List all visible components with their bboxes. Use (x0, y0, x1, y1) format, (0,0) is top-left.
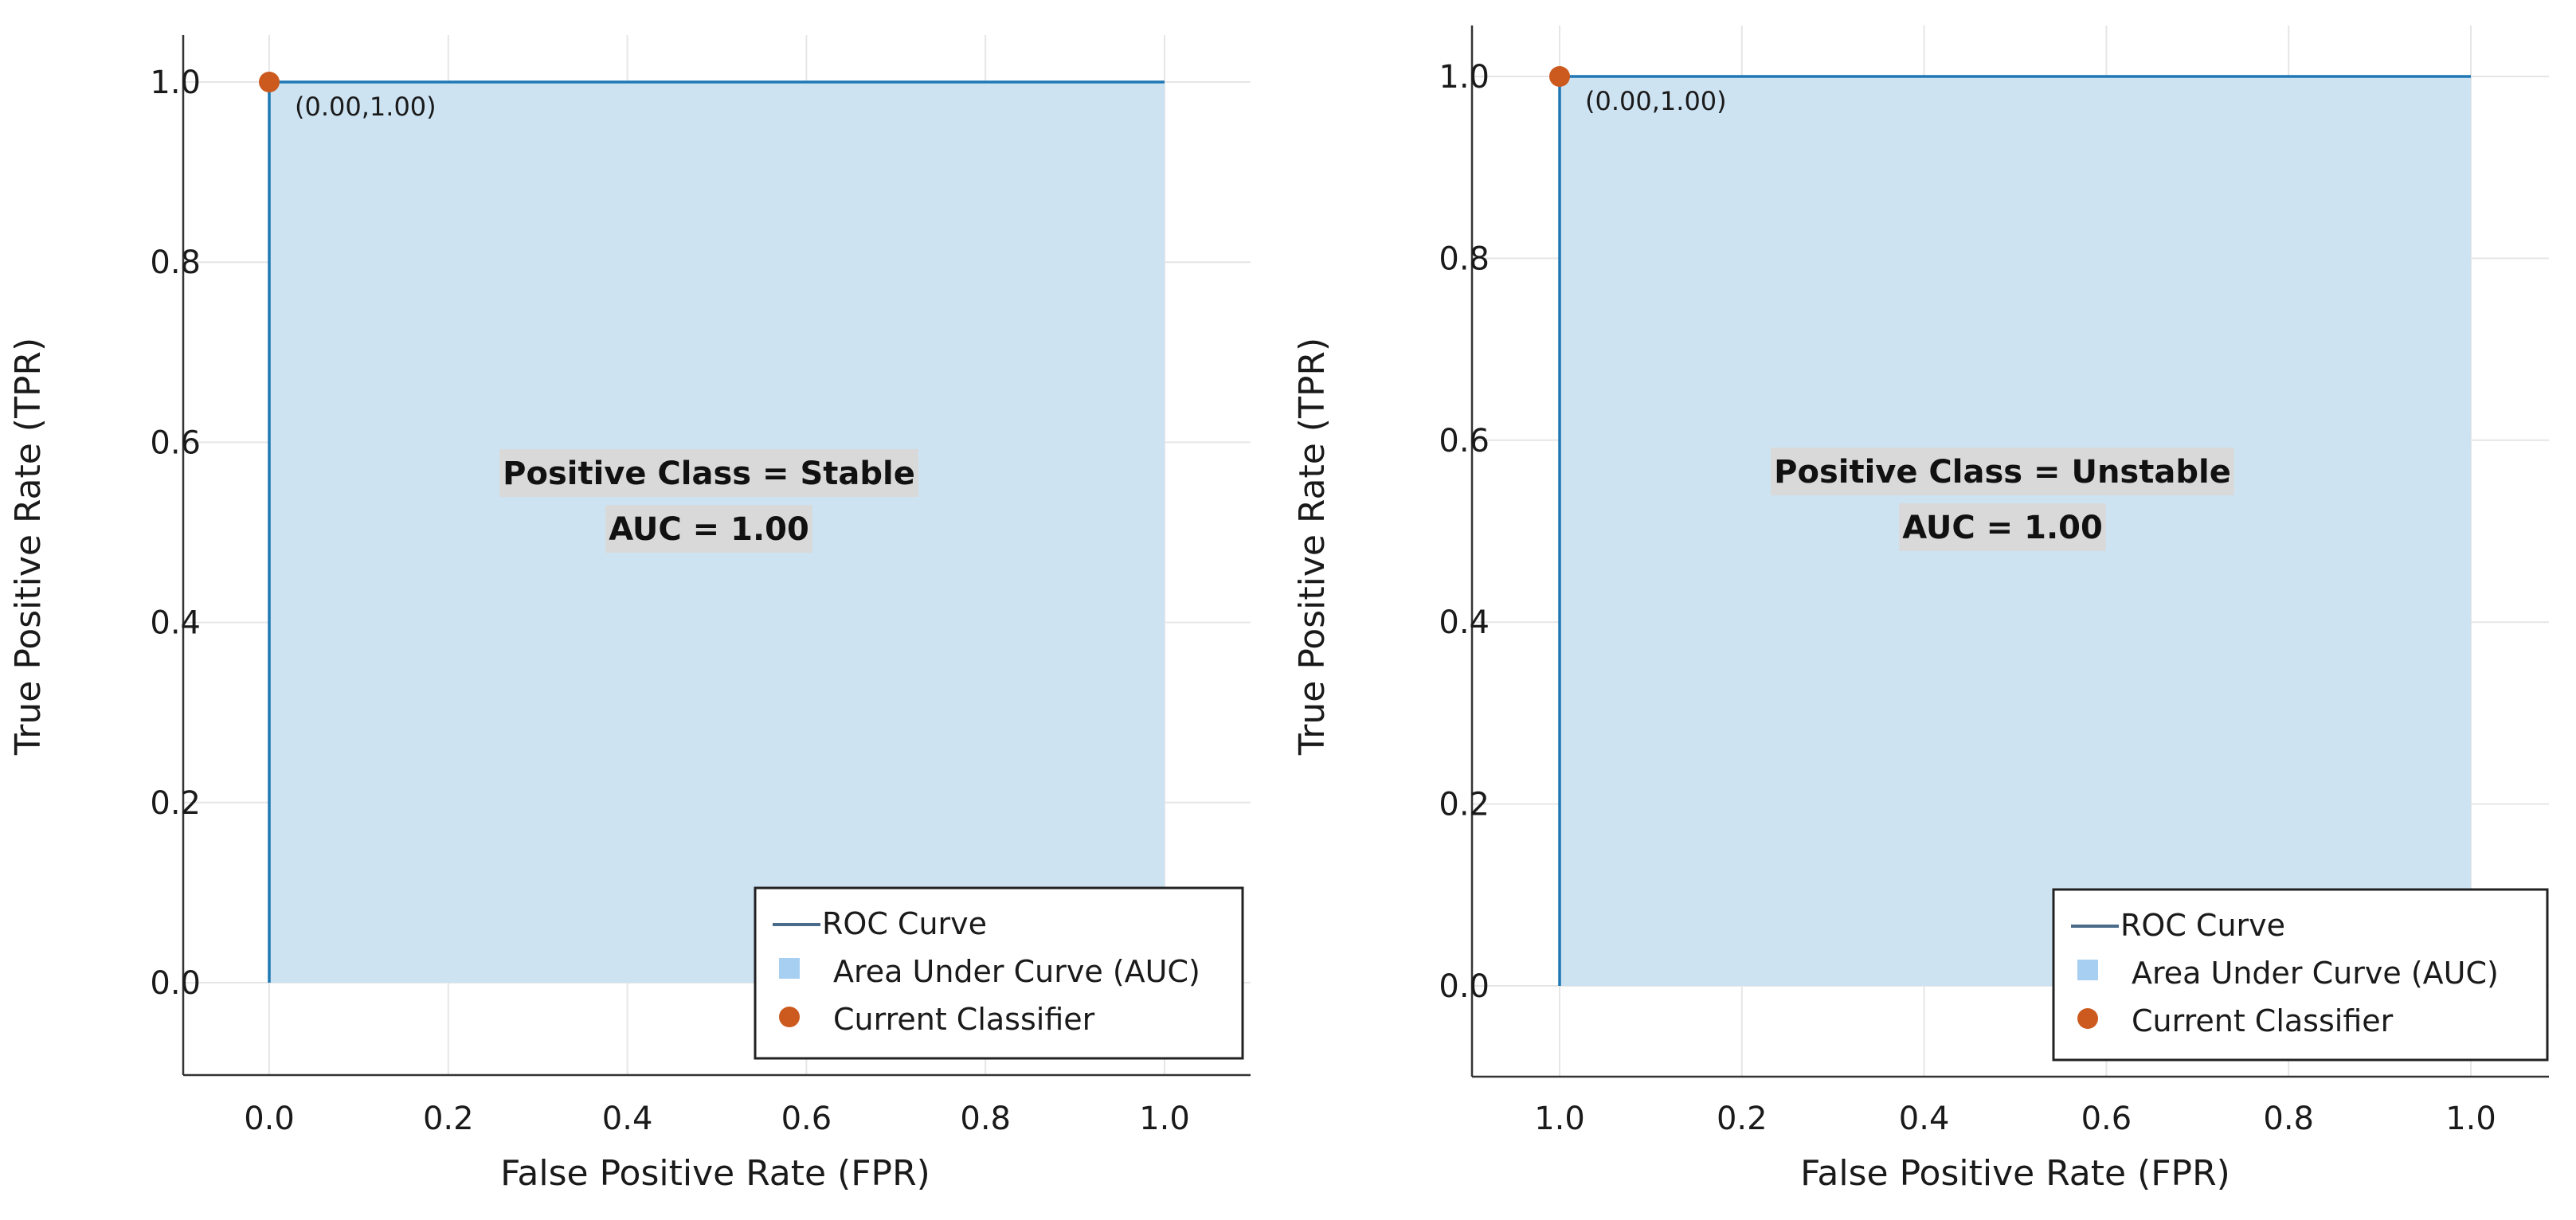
legend-entry: ROC Curve (2120, 908, 2285, 943)
x-tick-label: 0.4 (602, 1101, 653, 1137)
x-tick-label: 0.8 (960, 1101, 1011, 1137)
y-tick-label: 0.2 (1439, 787, 1490, 823)
auc-annotation: AUC = 1.00 (609, 511, 809, 548)
legend-entry: ROC Curve (822, 906, 987, 941)
y-tick-label: 0.8 (1439, 240, 1490, 277)
legend-auc-swatch (2077, 960, 2098, 980)
y-tick-label: 1.0 (150, 65, 201, 101)
legend: ROC Curve Area Under Curve (AUC) Current C… (754, 886, 1244, 1060)
roc-chart-1: (0.00,1.00) 0.0 0.2 0.4 0.6 0.8 1.0 0.0 0.2 0.4 0.… (8, 35, 1251, 1194)
annotation-background (499, 449, 918, 497)
x-tick-label: 0.4 (1899, 1101, 1950, 1137)
x-axis-title: False Positive Rate (FPR) (500, 1153, 930, 1194)
legend-auc-swatch (779, 958, 800, 979)
x-tick-label: 0.8 (2263, 1101, 2314, 1137)
legend-entry: Area Under Curve (AUC) (833, 954, 1200, 989)
y-tick-label: 0.6 (1439, 423, 1490, 459)
x-tick-label: 0.6 (781, 1101, 832, 1137)
y-tick-label: 0.6 (150, 424, 201, 461)
current-classifier-label: (0.00,1.00) (295, 92, 437, 122)
y-tick-label: 0.0 (150, 965, 201, 1002)
legend-entry: Current Classifier (2132, 1003, 2394, 1038)
y-tick-label: 0.2 (150, 785, 201, 822)
legend-box (2052, 888, 2549, 1062)
positive-class-annotation: Positive Class = Stable (503, 456, 915, 492)
current-classifier-point (1549, 66, 1570, 87)
y-tick-label: 0.4 (1439, 604, 1490, 641)
legend-entry: Area Under Curve (AUC) (2132, 956, 2499, 991)
y-axis-title: True Positive Rate (TPR) (1292, 338, 1333, 756)
x-tick-label: 0.2 (423, 1101, 474, 1137)
legend-classifier-swatch (2077, 1008, 2098, 1029)
annotation-background (1771, 448, 2234, 495)
positive-class-annotation: Positive Class = Unstable (1774, 454, 2231, 491)
auc-annotation: AUC = 1.00 (1902, 510, 2103, 546)
legend-classifier-swatch (779, 1007, 800, 1027)
legend: ROC Curve Area Under Curve (AUC) Current C… (2052, 888, 2549, 1062)
roc-chart-2: (0.00,1.00) 1.0 0.2 0.4 0.6 0.8 1.0 0.0 0.2 0.4 0.… (1292, 25, 2549, 1194)
y-tick-label: 0.4 (150, 605, 201, 642)
y-tick-label: 0.8 (150, 244, 201, 281)
x-axis-title: False Positive Rate (FPR) (1800, 1153, 2230, 1194)
annotation-background (605, 505, 812, 553)
current-classifier-point (259, 72, 280, 92)
y-axis-title: True Positive Rate (TPR) (8, 338, 49, 756)
x-tick-label: 1.0 (1534, 1101, 1585, 1137)
legend-entry: Current Classifier (833, 1002, 1095, 1037)
y-tick-label: 1.0 (1439, 59, 1490, 96)
current-classifier-label: (0.00,1.00) (1585, 86, 1727, 116)
x-tick-label: 0.0 (244, 1101, 295, 1137)
y-tick-label: 0.0 (1439, 968, 1490, 1005)
x-tick-label: 1.0 (2445, 1101, 2496, 1137)
x-tick-label: 1.0 (1139, 1101, 1190, 1137)
legend-box (754, 886, 1244, 1060)
x-tick-label: 0.6 (2081, 1101, 2132, 1137)
annotation-background (1899, 503, 2106, 551)
x-tick-label: 0.2 (1717, 1101, 1768, 1137)
